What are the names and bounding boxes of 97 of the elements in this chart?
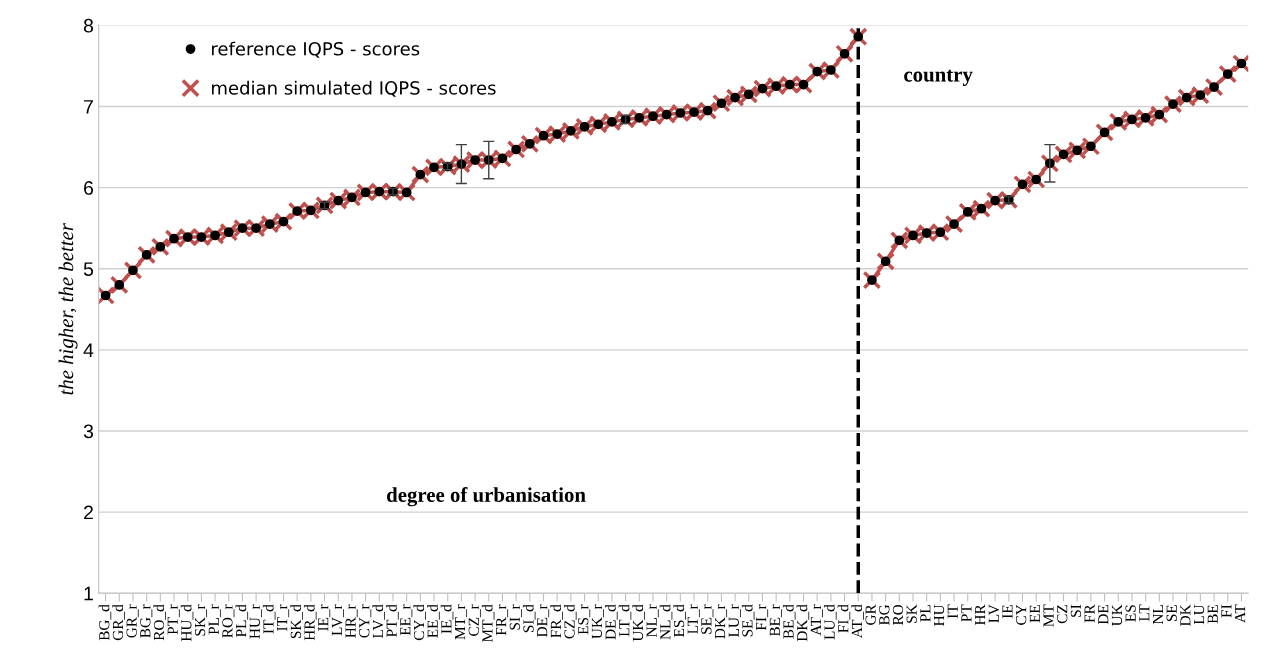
x-tick-label: FR [1084, 604, 1095, 623]
annotation: degree of urbanisation [386, 487, 586, 507]
x-tick-label: SK [906, 604, 917, 623]
x-tick-label: BG_d [98, 604, 112, 641]
x-tick-label: DK_d [796, 604, 810, 642]
x-tick-label: IE_r [318, 604, 331, 631]
x-tick-label: ES_r [578, 604, 591, 635]
x-tick-label: LT_d [618, 604, 632, 637]
x-tick-label: UK_r [591, 604, 604, 639]
x-tick-label: DE_d [605, 604, 618, 640]
x-tick-label: PL_r [208, 604, 221, 635]
x-tick-label: FI [1221, 604, 1232, 618]
x-tick-label: GR_d [112, 604, 125, 641]
x-tick-label: SE_r [701, 604, 714, 634]
annotation: country [904, 69, 973, 86]
x-tick-label: BE_d [782, 604, 796, 639]
x-tick-label: EE_d [427, 604, 440, 638]
x-tick-label: SI_d [522, 604, 536, 633]
x-tick-label: CZ_r [468, 604, 481, 636]
x-tick-label: DK [1180, 604, 1191, 626]
x-tick-label: PT [961, 604, 972, 622]
x-tick-label: UK [1111, 604, 1123, 627]
x-tick-label: CZ [1057, 605, 1068, 624]
x-tick-label: ES [1125, 605, 1136, 622]
x-tick-label: SE [1166, 605, 1177, 622]
y-tick-label: 7 [84, 100, 93, 114]
x-tick-label: DE_r [537, 604, 550, 637]
x-tick-label: BG [879, 604, 890, 626]
x-tick-label: LV [988, 604, 1000, 623]
x-tick-label: HR_r [345, 604, 358, 638]
x-tick-label: CZ_d [563, 604, 577, 639]
legend-label: median simulated IQPS - scores [212, 80, 496, 97]
x-tick-label: PL [920, 605, 931, 622]
y-axis-title: the higher, the better [58, 223, 78, 395]
y-tick-label: 3 [83, 424, 94, 439]
x-tick-label: LU_d [823, 604, 837, 640]
x-tick-label: MT_d [481, 604, 495, 643]
x-tick-label: IT_r [277, 604, 290, 631]
x-tick-label: NL_r [646, 604, 659, 637]
x-tick-label: FI_d [837, 604, 851, 633]
y-tick-label: 8 [83, 18, 94, 33]
y-tick-label: 1 [84, 586, 93, 601]
x-tick-label: HU [934, 604, 945, 626]
x-tick-label: FR_d [550, 604, 563, 638]
x-tick-label: LV_r [331, 604, 344, 636]
x-tick-label: BE_r [769, 604, 782, 637]
x-tick-label: PL_d [235, 604, 249, 637]
x-tick-label: IT [947, 604, 958, 619]
x-tick-label: FI_r [756, 604, 769, 631]
x-tick-label: DK_r [715, 604, 728, 639]
x-tick-label: EE_r [400, 604, 413, 636]
x-tick-label: ES_d [673, 604, 686, 637]
x-tick-label: LU [1194, 604, 1205, 625]
x-tick-label: CY_r [359, 604, 372, 638]
x-tick-label: MT [1043, 604, 1054, 627]
x-tick-label: SI [1070, 604, 1082, 617]
x-tick-label: SE_d [741, 604, 755, 637]
y-tick-label: 6 [84, 181, 94, 195]
y-tick-label: 5 [83, 262, 94, 276]
x-tick-label: LT [1139, 604, 1150, 622]
x-tick-label: BG_r [140, 604, 153, 638]
x-tick-label: CY_d [413, 604, 426, 641]
x-tick-label: IT_d [262, 604, 276, 634]
x-tick-label: SK_d [290, 604, 303, 639]
x-tick-label: DE [1098, 605, 1109, 625]
x-tick-label: BE [1207, 605, 1218, 624]
x-tick-label: GR_r [126, 604, 139, 638]
x-tick-label: RO_r [222, 604, 235, 638]
x-tick-label: AT_d [851, 604, 864, 639]
x-tick-label: PT_r [167, 604, 180, 635]
x-tick-label: LT_r [687, 604, 700, 634]
x-tick-label: PT_d [386, 604, 399, 637]
x-tick-label: LV_d [372, 604, 385, 639]
x-tick-label: CY [1016, 604, 1027, 625]
x-tick-label: SI_r [509, 604, 522, 630]
x-tick-label: MT_r [455, 604, 468, 640]
x-tick-label: RO [892, 604, 904, 626]
x-tick-label: RO_d [153, 604, 166, 641]
x-tick-label: NL_d [659, 604, 673, 640]
x-tick-label: UK_d [632, 604, 645, 642]
x-tick-label: GR [865, 604, 876, 625]
x-tick-label: NL [1152, 605, 1163, 625]
y-tick-label: 2 [84, 505, 93, 520]
x-tick-label: HU_d [180, 604, 194, 642]
x-tick-label: LU_r [728, 604, 741, 637]
x-tick-label: EE [1029, 605, 1040, 623]
x-tick-label: AT_r [810, 604, 823, 636]
x-tick-label: HU_r [249, 604, 262, 639]
x-tick-label: SK_r [194, 604, 208, 636]
x-tick-label: HR_d [303, 604, 317, 641]
legend-label: reference IQPS - scores [212, 41, 420, 58]
x-tick-label: IE_d [440, 604, 454, 634]
y-tick-label: 4 [83, 343, 94, 357]
x-tick-label: FR_r [496, 604, 509, 636]
x-tick-label: AT [1235, 604, 1246, 623]
x-tick-label: HR [975, 604, 986, 626]
x-tick-label: IE [1002, 605, 1013, 619]
